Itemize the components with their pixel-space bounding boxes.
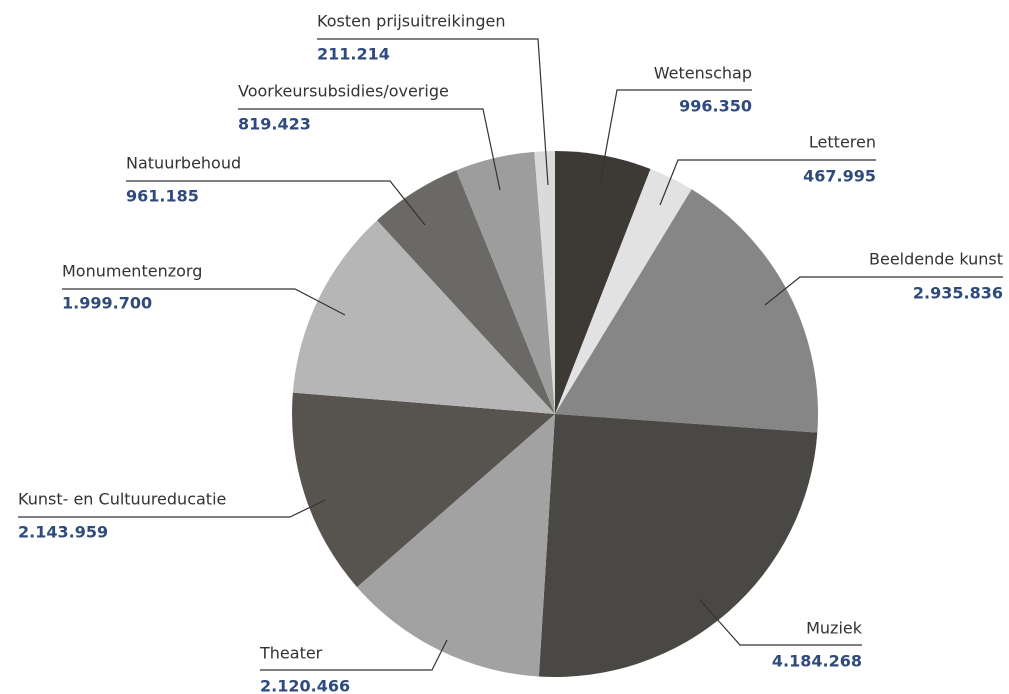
pie-slice [356, 414, 555, 677]
leader-line [260, 639, 448, 671]
value-label: 996.350 [679, 97, 752, 116]
leader-line [62, 288, 346, 316]
slice-label: Letteren [809, 133, 876, 152]
slice-label: Voorkeursubsidies/overige [238, 82, 449, 101]
slice-label: Natuurbehoud [126, 154, 241, 173]
value-label: 961.185 [126, 187, 199, 206]
value-label: 2.120.466 [260, 677, 350, 694]
value-label: 1.999.700 [62, 294, 152, 313]
value-label: 211.214 [317, 45, 390, 64]
value-label: 819.423 [238, 115, 311, 134]
leader-line [126, 180, 426, 226]
pie-slice [292, 220, 555, 414]
slice-label: Monumentenzorg [62, 262, 202, 281]
slice-label: Wetenschap [654, 64, 752, 83]
slice-label: Kunst- en Cultuureducatie [18, 490, 226, 509]
leader-line [659, 159, 876, 206]
slice-label: Muziek [806, 619, 863, 638]
leader-line [317, 38, 549, 186]
slice-label: Kosten prijsuitreikingen [317, 12, 506, 31]
leader-line [599, 89, 752, 184]
pie-slice [538, 414, 818, 677]
pie-slice [292, 392, 555, 588]
pie-slice [555, 151, 651, 414]
leader-line [699, 599, 862, 646]
leader-line [238, 108, 501, 191]
slice-label: Beeldende kunst [869, 250, 1003, 269]
pie-slice [534, 151, 555, 414]
value-label: 2.935.836 [913, 284, 1003, 303]
pie-slice [555, 168, 692, 414]
leader-line [764, 276, 1003, 306]
value-label: 467.995 [803, 167, 876, 186]
pie-slice [456, 151, 555, 414]
value-label: 2.143.959 [18, 523, 108, 542]
value-label: 4.184.268 [772, 652, 862, 671]
leader-line [18, 499, 326, 518]
pie-slice [377, 170, 555, 414]
slice-label: Theater [259, 644, 323, 663]
pie-slice [555, 189, 818, 433]
